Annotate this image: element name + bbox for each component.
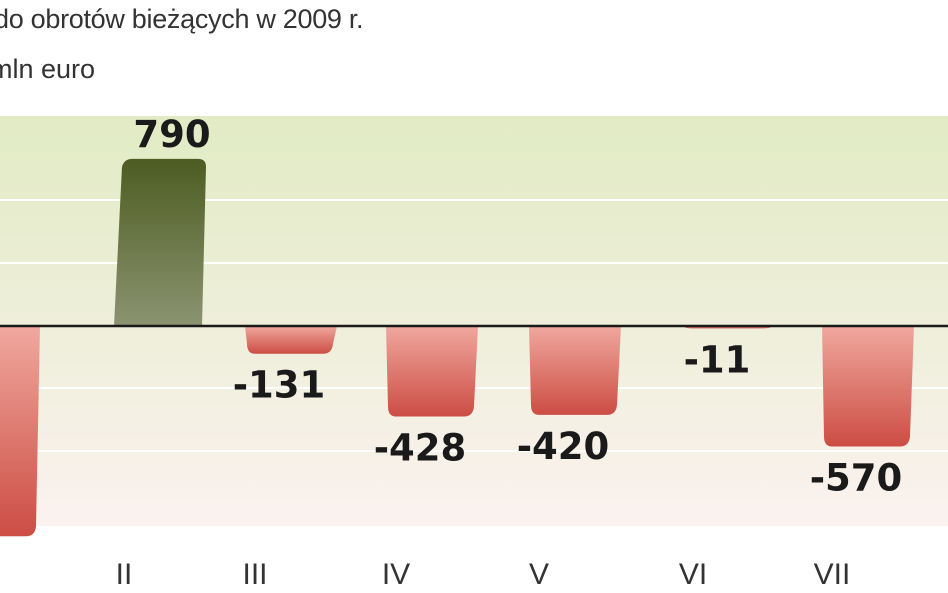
bar-II	[114, 158, 206, 326]
value-label-III: -131	[233, 364, 326, 407]
value-label-VII: -570	[810, 457, 903, 500]
value-label-VI: -11	[684, 338, 751, 381]
category-label-V: V	[529, 558, 549, 591]
category-label-III: III	[242, 558, 267, 591]
category-label-II: II	[116, 558, 133, 591]
bar-V	[529, 326, 621, 415]
bar-VII	[822, 326, 914, 447]
chart-title: do obrotów bieżących w 2009 r.	[0, 4, 364, 34]
value-label-IV: -428	[374, 427, 467, 470]
category-label-VII: VII	[814, 558, 851, 591]
bars	[0, 158, 914, 537]
value-labels: 790 -131 -428 -420 -11 -570	[133, 113, 902, 500]
value-label-II: 790	[133, 113, 210, 156]
bar-I	[0, 326, 40, 537]
value-label-V: -420	[517, 425, 610, 468]
chart-unit-label: mln euro	[0, 54, 96, 84]
category-label-VI: VI	[679, 558, 707, 591]
bar-III	[245, 326, 337, 354]
bar-IV	[386, 326, 478, 417]
category-label-IV: IV	[382, 558, 410, 591]
category-labels: IIIIIIIVVVIVII	[116, 558, 851, 591]
